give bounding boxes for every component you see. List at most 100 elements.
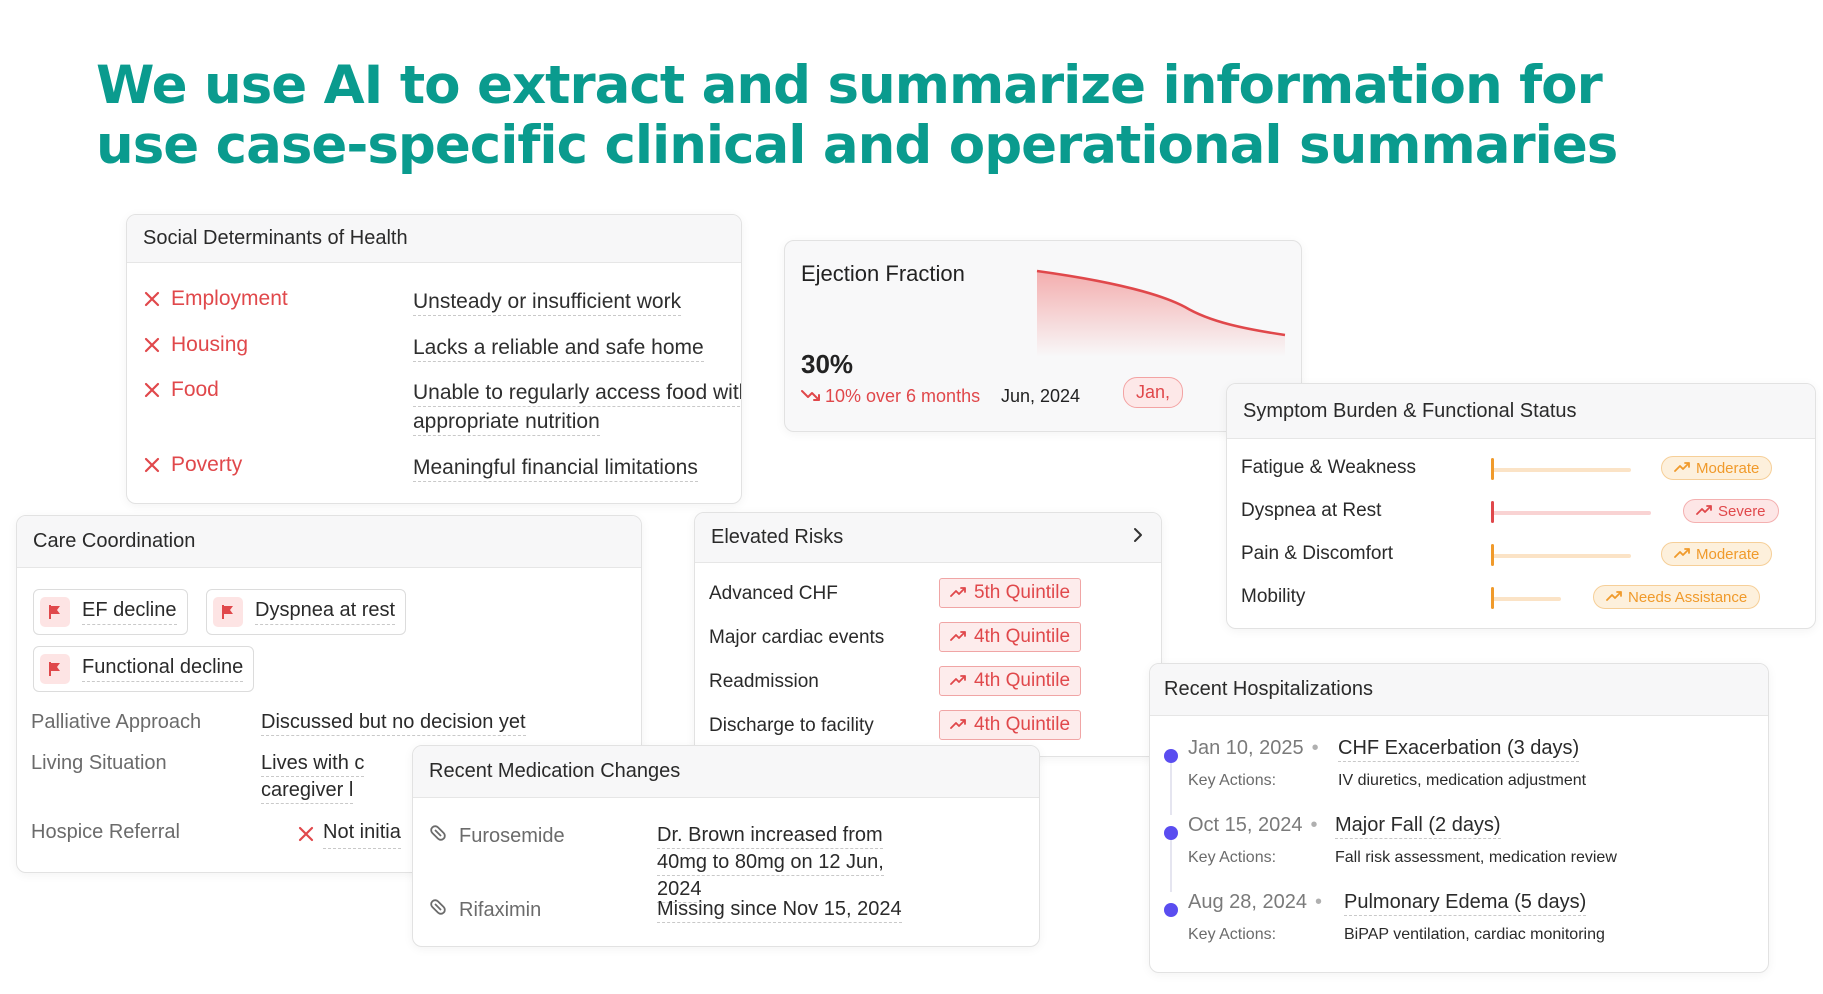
hospitalizations-title: Recent Hospitalizations [1164, 678, 1373, 700]
timeline-line [1170, 759, 1172, 815]
care-header: Care Coordination [17, 516, 641, 568]
timeline-dot [1164, 749, 1178, 763]
risk-badge: 4th Quintile [939, 622, 1081, 652]
sdoh-value: Lacks a reliable and safe home [413, 333, 741, 362]
symptom-label: Mobility [1241, 586, 1306, 607]
symptom-tick [1491, 544, 1494, 566]
symptom-badge: Severe [1683, 499, 1779, 523]
living-situation-value: Lives with c caregiver l [261, 750, 365, 804]
symptom-row: Pain & Discomfort Moderate [1227, 540, 1815, 570]
ef-title: Ejection Fraction [801, 261, 965, 286]
key-actions-label: Key Actions: [1188, 849, 1277, 866]
flag-chip[interactable]: Functional decline [33, 646, 255, 692]
timeline-dot [1164, 826, 1178, 840]
symptom-label: Pain & Discomfort [1241, 543, 1394, 564]
symptom-track [1491, 468, 1631, 472]
hospitalization-date: Jan 10, 2025 • [1188, 737, 1319, 759]
risk-badge: 4th Quintile [939, 710, 1081, 740]
hospitalizations-header: Recent Hospitalizations [1150, 664, 1768, 716]
sdoh-header: Social Determinants of Health [127, 215, 741, 263]
recent-hospitalizations-card: Recent Hospitalizations Jan 10, 2025 • CH… [1149, 663, 1769, 973]
symptom-tick [1491, 501, 1494, 523]
care-title: Care Coordination [33, 530, 196, 552]
palliative-label: Palliative Approach [31, 711, 202, 733]
symptom-badge: Moderate [1661, 456, 1773, 480]
medication-name: Furosemide [427, 822, 565, 850]
sdoh-value: Meaningful financial limitations [413, 453, 741, 482]
symptom-label: Dyspnea at Rest [1241, 500, 1382, 521]
hospitalization-event[interactable]: Major Fall (2 days) [1335, 814, 1501, 839]
palliative-value: Discussed but no decision yet [261, 709, 526, 736]
symptom-header: Symptom Burden & Functional Status [1227, 384, 1815, 439]
symptom-track [1491, 597, 1561, 601]
risks-header[interactable]: Elevated Risks [695, 513, 1161, 563]
flag-chip[interactable]: Dyspnea at rest [206, 589, 407, 635]
risk-badge: 5th Quintile [939, 578, 1081, 608]
x-icon [143, 290, 161, 308]
hospitalization-item: Jan 10, 2025 • CHF Exacerbation (3 days) … [1150, 736, 1768, 808]
risk-label: Major cardiac events [709, 627, 885, 648]
risk-label: Advanced CHF [709, 583, 838, 604]
elevated-risks-card: Elevated Risks Advanced CHF 5th Quintile… [694, 512, 1162, 757]
headline: We use AI to extract and summarize infor… [96, 56, 1776, 176]
hospitalization-event[interactable]: CHF Exacerbation (3 days) [1338, 737, 1580, 762]
timeline-dot [1164, 903, 1178, 917]
headline-line-1: We use AI to extract and summarize infor… [96, 55, 1603, 116]
medication-change: Dr. Brown increased from 40mg to 80mg on… [657, 822, 927, 903]
trend-up-icon [1606, 589, 1622, 606]
sdoh-label: Food [143, 378, 219, 402]
symptom-badge: Needs Assistance [1593, 585, 1761, 609]
sdoh-label: Poverty [143, 453, 242, 477]
symptom-track [1491, 511, 1651, 515]
symptom-burden-card: Symptom Burden & Functional Status Fatig… [1226, 383, 1816, 629]
key-actions-label: Key Actions: [1188, 926, 1277, 943]
ejection-fraction-card: Ejection Fraction 30% 10% over 6 months … [784, 240, 1302, 432]
trend-up-icon [950, 626, 966, 648]
trend-up-icon [1674, 460, 1690, 477]
flag-chip[interactable]: EF decline [33, 589, 188, 635]
flag-icon [40, 597, 70, 627]
ef-sparkline [1036, 269, 1286, 357]
risk-badge: 4th Quintile [939, 666, 1081, 696]
flag-icon [213, 597, 243, 627]
hospice-label: Hospice Referral [31, 821, 180, 843]
sdoh-value: Unable to regularly access food with app… [413, 378, 741, 436]
chevron-right-icon[interactable] [1131, 526, 1145, 550]
trend-down-icon [801, 386, 821, 407]
symptom-tick [1491, 458, 1494, 480]
living-situation-label: Living Situation [31, 752, 167, 774]
hospitalization-item: Oct 15, 2024 • Major Fall (2 days) Key Ac… [1150, 813, 1768, 885]
hospitalization-event[interactable]: Pulmonary Edema (5 days) [1344, 891, 1587, 916]
trend-up-icon [950, 670, 966, 692]
symptom-badge: Moderate [1661, 542, 1773, 566]
x-icon [143, 336, 161, 354]
medication-title: Recent Medication Changes [429, 760, 681, 782]
risks-title: Elevated Risks [711, 526, 844, 548]
medication-header: Recent Medication Changes [413, 746, 1039, 798]
sdoh-label: Employment [143, 287, 288, 311]
ef-change: 10% over 6 months [801, 386, 980, 407]
sdoh-label: Housing [143, 333, 248, 357]
trend-up-icon [950, 714, 966, 736]
timeline-line [1170, 836, 1172, 892]
sdoh-title: Social Determinants of Health [143, 227, 408, 249]
medication-change: Missing since Nov 15, 2024 [657, 896, 927, 923]
key-actions-value: BiPAP ventilation, cardiac monitoring [1344, 926, 1605, 943]
x-icon [143, 381, 161, 399]
symptom-title: Symptom Burden & Functional Status [1243, 399, 1577, 422]
flag-icon [40, 654, 70, 684]
symptom-tick [1491, 587, 1494, 609]
key-actions-label: Key Actions: [1188, 772, 1277, 789]
headline-line-2: use case-specific clinical and operation… [96, 115, 1618, 176]
pill-icon [427, 822, 449, 850]
sdoh-card: Social Determinants of Health Employment… [126, 214, 742, 504]
medication-name: Rifaximin [427, 896, 541, 924]
ef-date-start: Jun, 2024 [1001, 386, 1081, 406]
trend-up-icon [1696, 503, 1712, 520]
key-actions-value: Fall risk assessment, medication review [1335, 849, 1617, 866]
risk-row: Discharge to facility 4th Quintile [695, 710, 1161, 744]
hospitalization-date: Aug 28, 2024 • [1188, 891, 1323, 913]
hospice-value: Not initia [297, 819, 401, 849]
key-actions-value: IV diuretics, medication adjustment [1338, 772, 1587, 789]
risk-row: Readmission 4th Quintile [695, 666, 1161, 700]
